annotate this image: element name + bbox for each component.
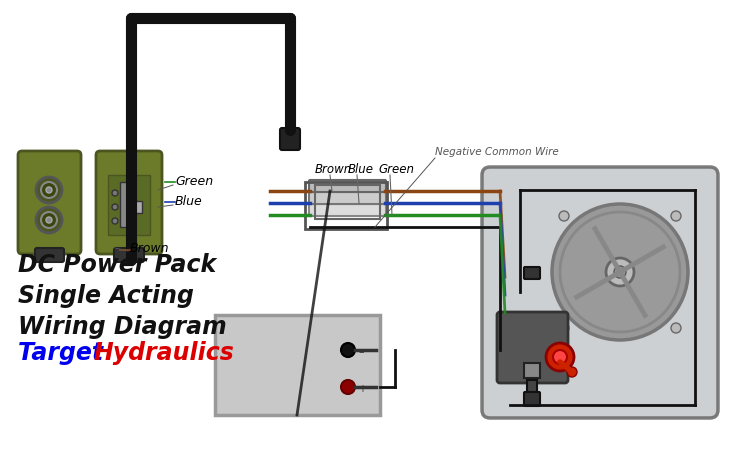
Bar	[215, 315, 380, 415]
Circle shape	[560, 212, 680, 332]
Text: Green: Green	[378, 163, 414, 176]
Circle shape	[46, 217, 52, 223]
Bar	[524, 363, 540, 378]
Circle shape	[553, 350, 567, 364]
Bar	[128, 201, 142, 213]
Circle shape	[36, 207, 62, 233]
FancyBboxPatch shape	[482, 167, 718, 418]
Circle shape	[112, 204, 118, 210]
Text: +: +	[358, 384, 366, 394]
FancyBboxPatch shape	[35, 248, 64, 262]
Bar	[305, 182, 387, 229]
Circle shape	[41, 212, 57, 228]
FancyBboxPatch shape	[114, 248, 144, 262]
Circle shape	[41, 182, 57, 198]
Circle shape	[36, 177, 62, 203]
Circle shape	[671, 211, 681, 221]
Text: Wiring Diagram: Wiring Diagram	[18, 315, 226, 339]
Circle shape	[112, 218, 118, 224]
FancyBboxPatch shape	[309, 192, 386, 204]
Text: Brown: Brown	[130, 242, 170, 255]
Bar	[527, 380, 537, 394]
FancyBboxPatch shape	[309, 180, 386, 192]
Circle shape	[112, 190, 118, 196]
Circle shape	[606, 258, 634, 286]
FancyBboxPatch shape	[280, 128, 300, 150]
Text: Blue: Blue	[175, 195, 202, 208]
Text: Negative Common Wire: Negative Common Wire	[435, 147, 559, 157]
Text: Blue: Blue	[348, 163, 374, 176]
Text: –: –	[358, 347, 364, 357]
Bar	[108, 175, 150, 235]
Text: Single Acting: Single Acting	[18, 284, 194, 308]
Bar	[315, 185, 380, 219]
Text: Target: Target	[18, 341, 111, 365]
FancyBboxPatch shape	[524, 267, 540, 279]
Circle shape	[559, 323, 569, 333]
Circle shape	[341, 343, 355, 357]
FancyBboxPatch shape	[18, 151, 81, 254]
Circle shape	[46, 187, 52, 193]
Text: Green: Green	[175, 175, 213, 188]
Circle shape	[671, 323, 681, 333]
FancyBboxPatch shape	[524, 392, 540, 406]
Text: Hydraulics: Hydraulics	[93, 341, 234, 365]
FancyBboxPatch shape	[96, 151, 162, 254]
FancyBboxPatch shape	[497, 312, 568, 383]
Circle shape	[341, 380, 355, 394]
Circle shape	[559, 211, 569, 221]
Circle shape	[614, 266, 626, 278]
FancyBboxPatch shape	[309, 204, 386, 216]
Circle shape	[552, 204, 688, 340]
Circle shape	[546, 343, 574, 371]
Bar	[120, 182, 128, 227]
Text: DC Power Pack: DC Power Pack	[18, 253, 216, 277]
Circle shape	[567, 367, 577, 377]
Text: Brown: Brown	[315, 163, 352, 176]
